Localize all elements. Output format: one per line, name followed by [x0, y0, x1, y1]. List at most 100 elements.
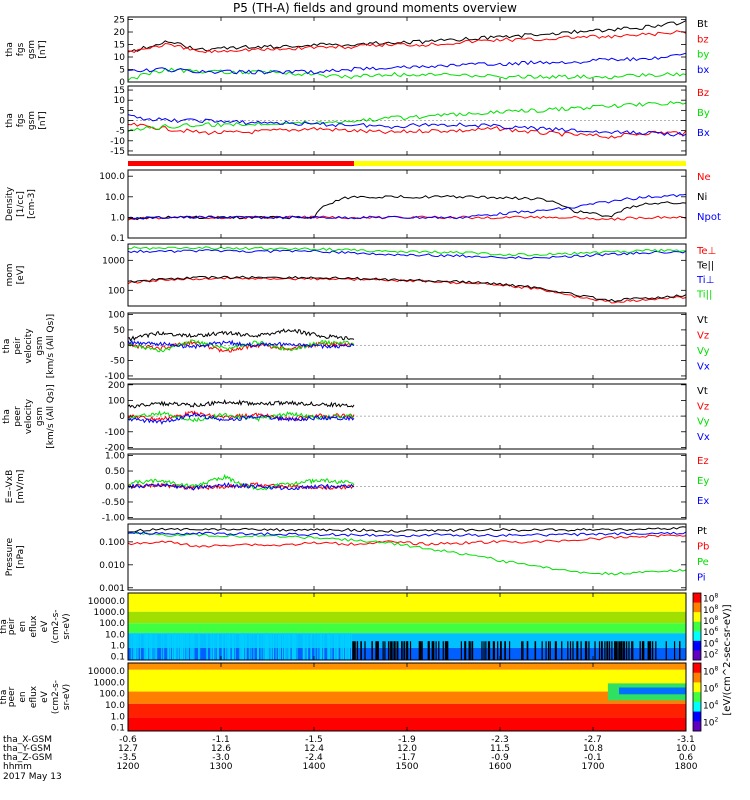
heatmap-black-stripe [481, 641, 483, 660]
y-axis-label: [nT] [38, 40, 48, 58]
legend-Bx: Bx [697, 128, 710, 139]
panel-frame [127, 312, 687, 380]
heatmap-black-stripe [387, 641, 390, 660]
heatmap-cyan-stripe [147, 633, 149, 660]
heatmap-black-stripe [577, 641, 579, 660]
y-tick-label: 50 [114, 326, 126, 336]
heatmap-cyan-stripe [342, 633, 344, 660]
heatmap-cyan-stripe [284, 633, 286, 660]
y-tick-label: 0 [119, 117, 125, 127]
y-tick-label: 0.001 [99, 584, 125, 594]
heatmap-cyan-stripe [264, 633, 266, 660]
heatmap-black-stripe [442, 641, 444, 660]
heatmap-black-stripe [652, 641, 654, 660]
heatmap-cyan-stripe [221, 633, 223, 660]
heatmap-cyan-stripe [294, 633, 296, 660]
y-axis-label: eV [40, 620, 50, 633]
series-line-Ex [127, 482, 355, 491]
heatmap-cyan-stripe [266, 633, 268, 660]
orbit-value: 10.8 [583, 744, 603, 754]
heatmap-cyan-stripe [206, 633, 208, 660]
y-axis-label: velocity [24, 398, 34, 434]
heatmap-black-stripe [569, 641, 572, 660]
legend-Vt: Vt [697, 315, 708, 326]
heatmap-black-stripe [600, 641, 603, 660]
heatmap-cyan-stripe [139, 633, 141, 660]
heatmap-band [128, 703, 686, 718]
heatmap-black-stripe [392, 641, 394, 660]
heatmap-black-stripe [623, 641, 625, 660]
heatmap-cyan-stripe [169, 633, 171, 660]
heatmap-cyan-stripe [241, 633, 243, 660]
colorbar-segment [693, 682, 701, 693]
orbit-value: 12.4 [304, 744, 324, 754]
panel-10 [127, 662, 702, 732]
heatmap-cyan-stripe [319, 633, 321, 660]
heatmap-cyan-stripe [155, 633, 157, 660]
y-tick-label: 200 [108, 381, 125, 391]
series-line-Pb [127, 534, 687, 548]
heatmap-black-stripe [421, 641, 423, 660]
heatmap-black-stripe [420, 641, 422, 660]
y-axis-label: eflux [29, 615, 39, 638]
heatmap-black-stripe [572, 641, 574, 660]
y-tick-label: 10.0 [105, 701, 125, 711]
panel-5 [127, 312, 687, 380]
heatmap-black-stripe [576, 641, 578, 660]
y-axis-label: tha [0, 690, 9, 705]
heatmap-cyan-stripe [229, 633, 231, 660]
orbit-value: 1200 [117, 762, 140, 772]
heatmap-black-stripe [406, 641, 408, 660]
y-axis-label: sr-eV) [62, 684, 72, 710]
heatmap-black-stripe [352, 641, 354, 660]
panel-frame [127, 243, 687, 307]
heatmap-cyan-stripe [151, 633, 153, 660]
heatmap-band [128, 717, 686, 731]
heatmap-cyan-stripe [305, 633, 307, 660]
heatmap-cyan-stripe [286, 633, 288, 660]
heatmap-cyan-stripe [218, 633, 220, 660]
heatmap-cyan-stripe [279, 633, 281, 660]
heatmap-black-stripe [580, 641, 582, 660]
orbit-value: 1300 [210, 762, 233, 772]
heatmap-black-stripe [545, 641, 547, 660]
heatmap-cyan-stripe [216, 633, 218, 660]
y-axis-label: tha [0, 619, 9, 634]
heatmap-black-stripe [534, 641, 537, 660]
heatmap-black-stripe [353, 641, 355, 660]
orbit-value: 1500 [396, 762, 419, 772]
heatmap-cyan-stripe [244, 633, 246, 660]
heatmap-cyan-stripe [296, 633, 298, 660]
y-axis-label: eV [40, 690, 50, 703]
orbit-value: -0.9 [491, 753, 509, 763]
series-line-Ez [127, 482, 355, 491]
series-line-Ni [127, 194, 687, 221]
y-tick-label: 100 [108, 286, 125, 296]
y-axis-label: gsm [35, 407, 45, 426]
y-tick-label: -1.00 [102, 513, 126, 523]
series-line-bx [127, 52, 687, 75]
heatmap-cyan-stripe [190, 633, 192, 660]
orbit-value: -1.9 [398, 735, 416, 745]
legend-Bt: Bt [697, 19, 708, 30]
orbit-value: -0.6 [119, 735, 137, 745]
heatmap-cyan-stripe [228, 633, 230, 660]
heatmap-black-stripe [541, 641, 543, 660]
heatmap-cyan-stripe [182, 633, 184, 660]
panel-6 [127, 383, 687, 450]
heatmap-black-stripe [469, 641, 471, 660]
heatmap-black-stripe [356, 641, 358, 660]
heatmap-cyan-stripe [341, 633, 343, 660]
heatmap-black-stripe [487, 641, 490, 660]
y-tick-label: 10.0 [105, 630, 125, 640]
heatmap-black-stripe [377, 641, 379, 660]
heatmap-cyan-stripe [336, 633, 338, 660]
y-tick-label: 10.0 [105, 193, 125, 203]
heatmap-band [128, 691, 686, 704]
series-line-Vx [127, 412, 355, 425]
panel-frame [127, 169, 687, 239]
heatmap-black-stripe [618, 641, 620, 660]
heatmap-black-stripe [384, 641, 386, 660]
heatmap-cyan-stripe [242, 633, 244, 660]
y-tick-label: 5 [119, 66, 125, 76]
